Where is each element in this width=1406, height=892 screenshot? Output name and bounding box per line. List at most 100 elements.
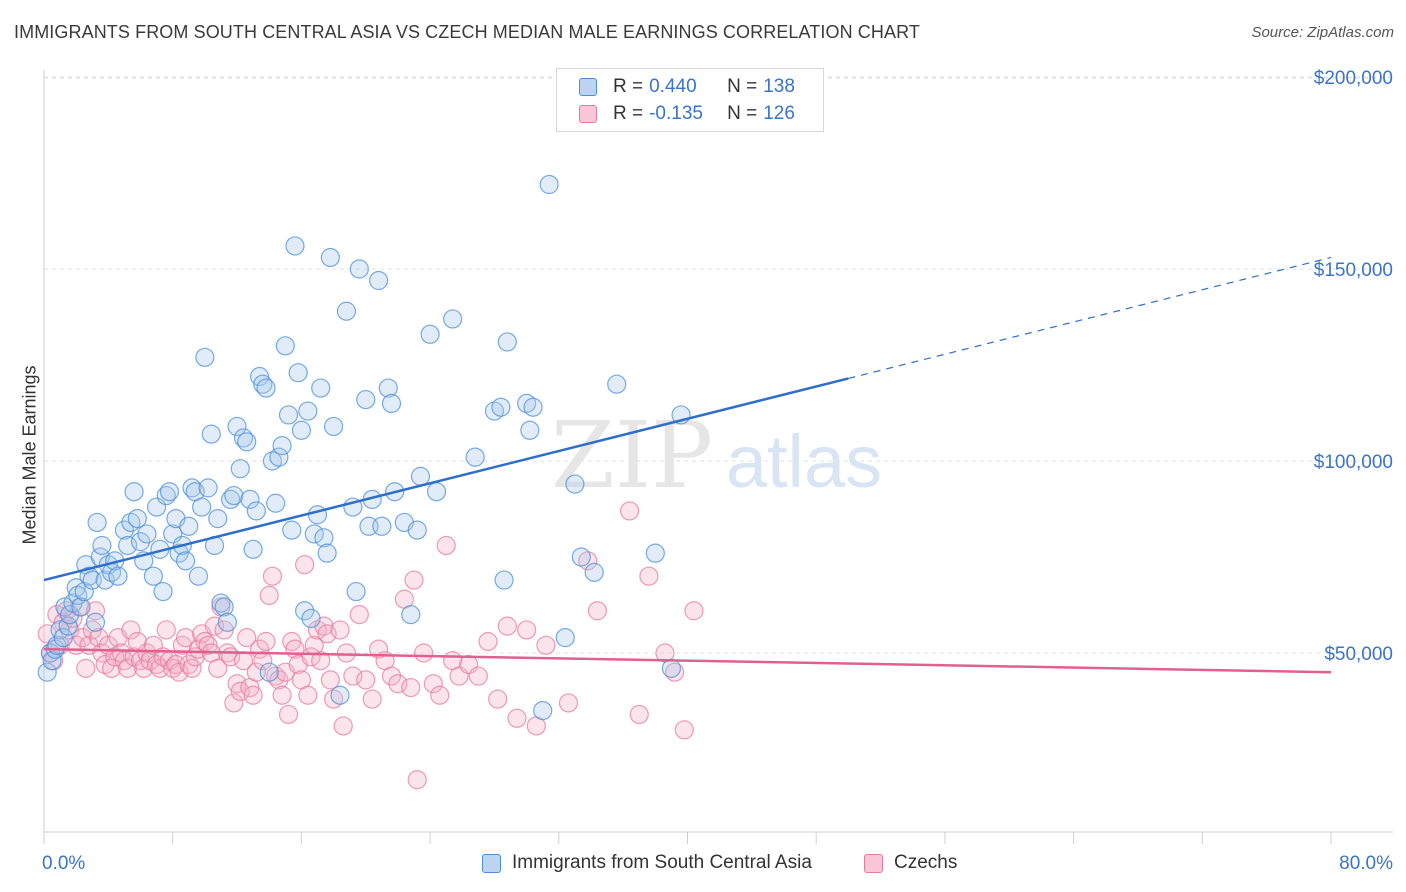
czech-point (507, 708, 527, 728)
asia-point (71, 597, 91, 617)
asia-point (92, 535, 112, 556)
czech-point (388, 674, 408, 694)
asia-point (208, 508, 228, 529)
trend-lines (43, 256, 1332, 674)
asia-point (95, 570, 115, 590)
asia-point (201, 424, 221, 444)
czech-point (182, 658, 202, 678)
czech-point (468, 666, 488, 686)
asia-point (127, 508, 147, 529)
asia-point (137, 524, 157, 544)
y-tick-label: $150,000 (1314, 260, 1393, 281)
asia-point (143, 566, 163, 586)
asia-point (298, 401, 318, 421)
czech-point (188, 639, 209, 659)
asia-point (539, 174, 559, 195)
legend-r-value: -0.135 (649, 103, 703, 124)
asia-point (378, 378, 398, 398)
czech-point (278, 704, 299, 725)
series-legend: Immigrants from South Central Asia Czech… (0, 852, 1406, 876)
trend-line-czech (43, 647, 1332, 674)
asia-point (249, 366, 270, 387)
asia-point (372, 516, 392, 536)
asia-point (584, 562, 604, 582)
czech-point (330, 620, 350, 640)
asia-point (320, 247, 340, 268)
asia-point (272, 436, 292, 456)
czech-point (295, 555, 315, 575)
czech-point (134, 658, 154, 678)
asia-point (523, 397, 543, 417)
czech-point (301, 647, 321, 667)
czech-point (175, 628, 196, 648)
czech-point (198, 635, 218, 655)
asia-point (494, 570, 514, 590)
legend-n-label: N = (727, 76, 758, 97)
czech-point (423, 674, 443, 694)
asia-point (426, 482, 447, 502)
asia-point (555, 628, 575, 648)
asia-point (195, 347, 215, 367)
legend-item-asia[interactable]: Immigrants from South Central Asia (482, 852, 812, 874)
czech-point (436, 535, 456, 556)
axes (43, 70, 1393, 844)
grid-lines (44, 76, 1393, 654)
asia-point (282, 520, 302, 540)
czech-point (587, 601, 608, 621)
czech-point (684, 601, 704, 621)
czech-point (629, 704, 649, 725)
asia-point (118, 535, 138, 556)
czech-point (76, 658, 96, 678)
asia-point (192, 497, 212, 517)
asia-point (410, 466, 431, 486)
asia-point (114, 520, 135, 540)
czech-point (237, 628, 257, 648)
y-axis-label: Median Male Earnings (19, 365, 40, 545)
asia-point (230, 459, 250, 479)
asia-point (307, 505, 328, 525)
asia-point (108, 566, 128, 586)
czech-point (430, 685, 450, 705)
asia-point (571, 547, 591, 567)
asia-point (37, 662, 57, 682)
legend-label-czech: Czechs (894, 852, 958, 873)
legend-n-label: N = (727, 103, 758, 124)
czech-point (89, 628, 109, 648)
asia-point (301, 608, 321, 629)
legend-item-czech[interactable]: Czechs (864, 852, 957, 874)
czech-point (404, 570, 424, 590)
asia-point (443, 309, 463, 329)
asia-point (159, 482, 180, 502)
asia-point (317, 543, 337, 563)
asia-point (420, 324, 440, 344)
trend-line-asia-extension (848, 256, 1332, 380)
legend-n-value: 126 (763, 103, 795, 124)
czech-point (343, 666, 363, 686)
czech-point (243, 685, 263, 705)
asia-point (401, 604, 421, 625)
czech-point (156, 620, 176, 640)
asia-point (275, 336, 295, 356)
czech-point (204, 616, 225, 636)
asia-point (497, 332, 517, 352)
asia-point (124, 482, 144, 502)
czech-point (517, 620, 537, 640)
czech-point (488, 689, 508, 709)
czech-point (272, 685, 292, 705)
asia-point (349, 259, 369, 279)
asia-point (87, 512, 107, 533)
legend-r-label: R = (613, 76, 644, 97)
asia-point (243, 539, 263, 559)
asia-point (407, 520, 427, 540)
czech-point (414, 643, 434, 663)
asia-point (295, 601, 315, 621)
czech-point (478, 631, 498, 652)
x-tick-labels: 0.0% 80.0% (42, 853, 1393, 874)
czech-point (407, 770, 427, 790)
asia-point (153, 581, 173, 602)
asia-point (85, 612, 106, 632)
x-tick-label: 0.0% (42, 853, 85, 874)
asia-point (188, 566, 209, 586)
asia-point (278, 405, 299, 425)
czech-point (256, 631, 276, 652)
